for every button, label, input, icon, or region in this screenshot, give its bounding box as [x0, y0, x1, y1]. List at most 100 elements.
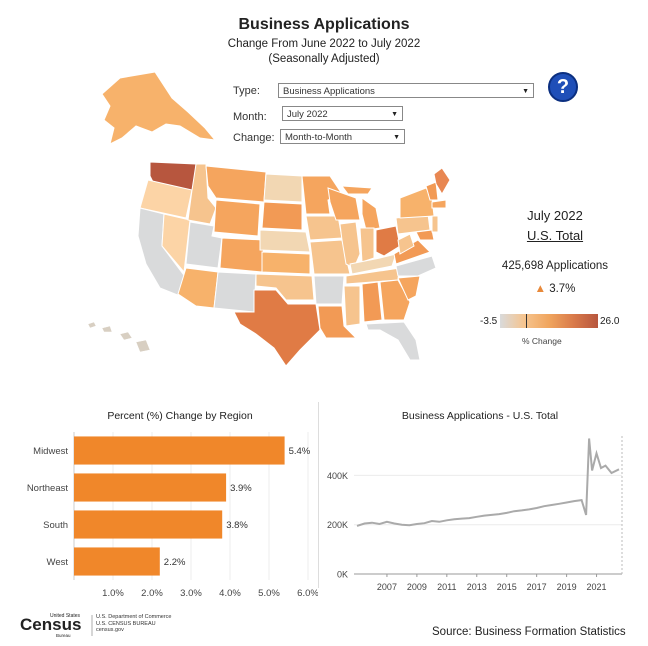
bar-x-tick-label: 6.0%	[297, 588, 318, 599]
state-nebraska[interactable]	[259, 229, 311, 253]
legend-max-value: 26.0	[600, 316, 620, 327]
chevron-down-icon: ▼	[522, 88, 529, 95]
state-indiana[interactable]	[359, 227, 375, 263]
state-texas[interactable]	[233, 289, 321, 367]
bar-south	[74, 510, 223, 539]
line-x-tick-label: 2017	[527, 582, 547, 592]
bar-x-tick-label: 2.0%	[141, 588, 163, 599]
state-arkansas[interactable]	[313, 275, 345, 305]
line-series-us-total	[356, 438, 620, 527]
bar-value-label: 3.8%	[226, 520, 248, 531]
state-kentucky[interactable]	[349, 253, 397, 275]
chevron-down-icon: ▼	[393, 134, 400, 141]
page-subtitle: Change From June 2022 to July 2022	[227, 38, 421, 50]
legend-min-value: -3.5	[480, 316, 498, 327]
bar-x-tick-label: 3.0%	[180, 588, 202, 599]
us-state-map[interactable]	[80, 68, 450, 368]
state-florida[interactable]	[365, 321, 421, 361]
bar-category-label: Northeast	[27, 483, 69, 494]
state-kansas[interactable]	[261, 251, 311, 275]
state-new-mexico[interactable]	[213, 271, 257, 313]
type-label: Type:	[233, 85, 260, 97]
state-new-jersey[interactable]	[431, 215, 439, 233]
bar-chart-title: Percent (%) Change by Region	[107, 410, 253, 422]
line-x-tick-label: 2013	[467, 582, 487, 592]
change-select-value: Month-to-Month	[285, 132, 353, 143]
month-label: Month:	[233, 111, 267, 123]
bar-northeast	[74, 473, 227, 502]
state-minnesota[interactable]	[301, 175, 343, 215]
summary-change-value: 3.7%	[549, 283, 576, 295]
change-select[interactable]: Month-to-Month ▼	[280, 129, 405, 144]
state-west-virginia[interactable]	[397, 233, 415, 255]
state-massachusetts[interactable]	[431, 199, 447, 209]
line-y-tick-label: 0K	[337, 570, 348, 580]
month-select[interactable]: July 2022 ▼	[282, 106, 403, 121]
line-x-tick-label: 2011	[437, 582, 456, 592]
chart-divider	[318, 402, 319, 588]
summary-scope-link[interactable]: U.S. Total	[526, 228, 584, 243]
bar-category-label: Midwest	[33, 446, 68, 457]
state-south-dakota[interactable]	[261, 201, 303, 231]
svg-text:United States: United States	[50, 613, 81, 619]
bar-x-tick-label: 5.0%	[258, 588, 280, 599]
question-mark-icon: ?	[556, 76, 570, 98]
state-nevada[interactable]	[161, 213, 191, 274]
page-subtitle-note: (Seasonally Adjusted)	[268, 53, 380, 65]
line-chart-title: Business Applications - U.S. Total	[401, 410, 559, 422]
state-oklahoma[interactable]	[255, 273, 315, 301]
legend-zero-marker	[526, 314, 527, 328]
summary-applications: 425,698 Applications	[501, 260, 609, 272]
source-note: Source: Business Formation Statistics	[432, 626, 626, 638]
state-hawaii[interactable]	[87, 321, 151, 353]
summary-month: July 2022	[527, 208, 583, 223]
state-georgia[interactable]	[379, 279, 411, 321]
region-bar-chart[interactable]: 1.0% 2.0% 3.0% 4.0% 5.0% 6.0% Midwest 5.4% North…	[0, 428, 318, 603]
state-north-carolina[interactable]	[395, 255, 437, 277]
type-select-value: Business Applications	[283, 86, 375, 97]
change-label: Change:	[233, 132, 275, 144]
chevron-down-icon: ▼	[391, 111, 398, 118]
state-wyoming[interactable]	[213, 199, 261, 237]
state-vermont-new-hampshire[interactable]	[425, 181, 439, 201]
state-oregon[interactable]	[139, 179, 193, 219]
line-y-tick-label: 200K	[327, 520, 348, 530]
bar-midwest	[74, 436, 285, 465]
state-missouri[interactable]	[309, 239, 351, 275]
line-y-tick-label: 400K	[327, 471, 348, 481]
line-x-tick-label: 2015	[497, 582, 517, 592]
legend-color-scale	[500, 314, 598, 328]
state-colorado[interactable]	[219, 237, 265, 273]
department-line-1: U.S. Department of Commerce	[96, 614, 172, 620]
bar-west	[74, 547, 160, 576]
state-maine[interactable]	[433, 167, 450, 195]
bar-category-label: West	[47, 557, 69, 568]
svg-text:Census: Census	[20, 615, 81, 634]
line-x-tick-label: 2009	[407, 582, 427, 592]
state-alaska[interactable]	[101, 71, 217, 145]
help-button[interactable]: ?	[548, 72, 578, 102]
state-wisconsin[interactable]	[327, 187, 361, 221]
state-arizona[interactable]	[177, 267, 219, 309]
type-select[interactable]: Business Applications ▼	[278, 83, 534, 98]
bar-x-tick-label: 4.0%	[219, 588, 241, 599]
state-ohio[interactable]	[375, 225, 401, 257]
state-mississippi[interactable]	[343, 285, 361, 327]
department-line-2: U.S. CENSUS BUREAU	[96, 620, 156, 627]
us-total-line-chart[interactable]: 0K 200K 400K 2007 2009 2011 2013 2015 2017 2019 20…	[320, 428, 640, 603]
state-south-carolina[interactable]	[397, 275, 421, 301]
state-louisiana[interactable]	[317, 305, 358, 339]
department-line-3: census.gov	[96, 627, 124, 633]
department-text: U.S. Department of Commerce U.S. CENSUS …	[96, 614, 172, 634]
bar-value-label: 5.4%	[289, 446, 311, 457]
state-maryland[interactable]	[415, 229, 435, 241]
month-select-value: July 2022	[287, 109, 328, 120]
line-x-tick-label: 2007	[377, 582, 397, 592]
state-north-dakota[interactable]	[263, 173, 303, 203]
state-montana[interactable]	[205, 165, 267, 203]
line-x-tick-label: 2021	[587, 582, 607, 592]
line-x-tick-label: 2019	[557, 582, 577, 592]
state-alabama[interactable]	[361, 281, 383, 323]
census-bureau-logo: Census United States Bureau	[20, 613, 93, 638]
legend-label: % Change	[522, 336, 562, 346]
